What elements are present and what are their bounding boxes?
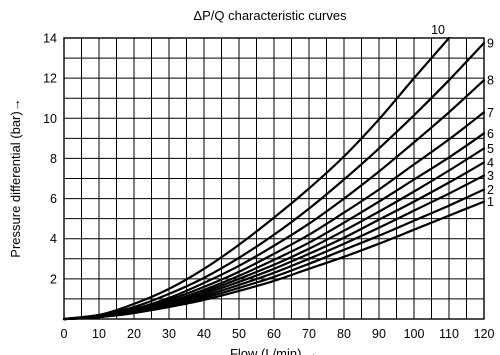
- x-tick-label: 50: [232, 327, 246, 341]
- x-tick-label: 90: [372, 327, 386, 341]
- x-tick-label: 0: [61, 327, 68, 341]
- y-axis-label: Pressure differential (bar)→: [8, 98, 23, 257]
- curve-label-3: 3: [487, 169, 494, 183]
- curve-label-1: 1: [487, 195, 494, 209]
- x-tick-label: 70: [302, 327, 316, 341]
- curve-label-9: 9: [487, 37, 494, 51]
- x-tick-labels: 0 10 20 30 40 50 60 70 80 90 100 110 120: [61, 327, 495, 341]
- x-tick-label: 20: [127, 327, 141, 341]
- y-tick-label: 10: [43, 112, 57, 126]
- curve-label-2: 2: [487, 183, 494, 197]
- y-tick-label: 8: [50, 152, 57, 166]
- y-tick-label: 12: [43, 72, 57, 86]
- x-tick-label: 60: [267, 327, 281, 341]
- x-tick-label: 10: [92, 327, 106, 341]
- x-tick-label: 120: [474, 327, 495, 341]
- y-tick-labels: 2 4 6 8 10 12 14: [43, 32, 57, 287]
- plot-frame: [63, 37, 485, 320]
- curve-line-8: [62, 79, 486, 321]
- chart-title: ΔP/Q characteristic curves: [193, 8, 347, 23]
- x-tick-label: 110: [439, 327, 459, 341]
- y-tick-label: 2: [50, 272, 57, 286]
- y-tick-label: 14: [43, 32, 57, 46]
- grid-lines: [64, 38, 484, 319]
- x-tick-label: 100: [404, 327, 425, 341]
- x-axis-label: Flow (L/min) →: [230, 346, 318, 355]
- curve-label-10: 10: [431, 23, 445, 37]
- x-tick-label: 30: [162, 327, 176, 341]
- curve-label-6: 6: [487, 127, 494, 141]
- curve-line-9: [62, 41, 486, 321]
- curve-label-4: 4: [487, 156, 494, 170]
- x-tick-label: 40: [197, 327, 211, 341]
- curve-label-8: 8: [487, 74, 494, 88]
- curve-label-7: 7: [487, 106, 494, 120]
- y-tick-label: 6: [50, 192, 57, 206]
- curve-lines: [62, 36, 486, 321]
- x-tick-label: 80: [337, 327, 351, 341]
- curve-line-10: [62, 36, 451, 321]
- curve-label-5: 5: [487, 142, 494, 156]
- y-tick-label: 4: [50, 232, 57, 246]
